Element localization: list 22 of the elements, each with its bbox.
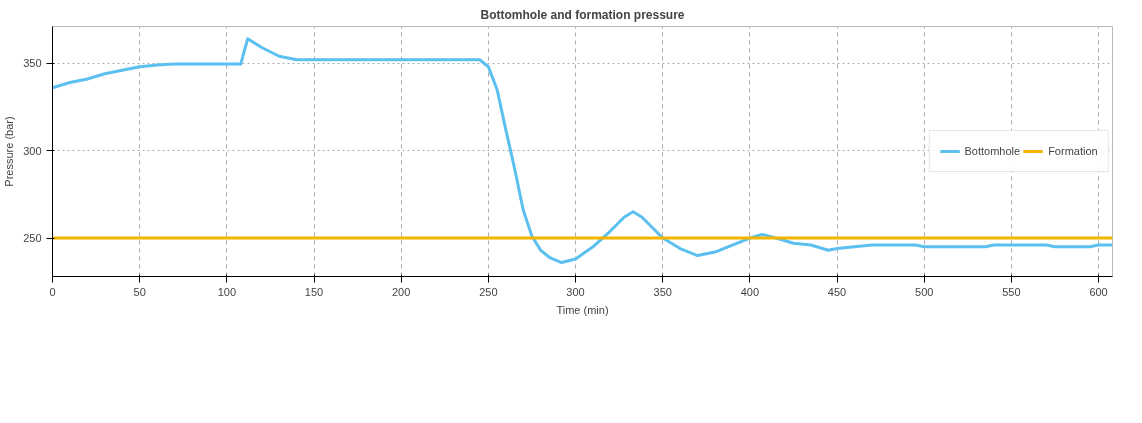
y-tick-label: 350 — [23, 57, 42, 70]
x-tick-label: 300 — [566, 285, 585, 298]
x-tick-label: 350 — [653, 285, 672, 298]
line-series — [52, 37, 1113, 265]
y-axis-title: Pressure (bar) — [3, 116, 16, 187]
x-tick-label: 100 — [217, 285, 237, 298]
x-tick-label: 500 — [915, 285, 934, 298]
x-tick-label: 250 — [479, 285, 498, 298]
legend-label: Formation — [1048, 145, 1098, 157]
x-tick-label: 200 — [392, 285, 411, 298]
x-tick-label: 50 — [133, 285, 146, 298]
x-tick-label: 450 — [827, 285, 847, 298]
legend-label: Bottomhole — [964, 145, 1021, 157]
x-axis-title: Time (min) — [556, 303, 609, 316]
x-tick-label: 150 — [304, 285, 324, 298]
chart-title: Bottomhole and formation pressure — [480, 7, 685, 22]
y-tick-label: 300 — [23, 144, 42, 157]
x-tick-label: 600 — [1089, 285, 1108, 298]
x-tick-label: 0 — [49, 285, 56, 298]
y-tick-label: 250 — [23, 232, 42, 245]
x-tick-label: 400 — [740, 285, 760, 298]
x-tick-label: 550 — [1002, 285, 1021, 298]
